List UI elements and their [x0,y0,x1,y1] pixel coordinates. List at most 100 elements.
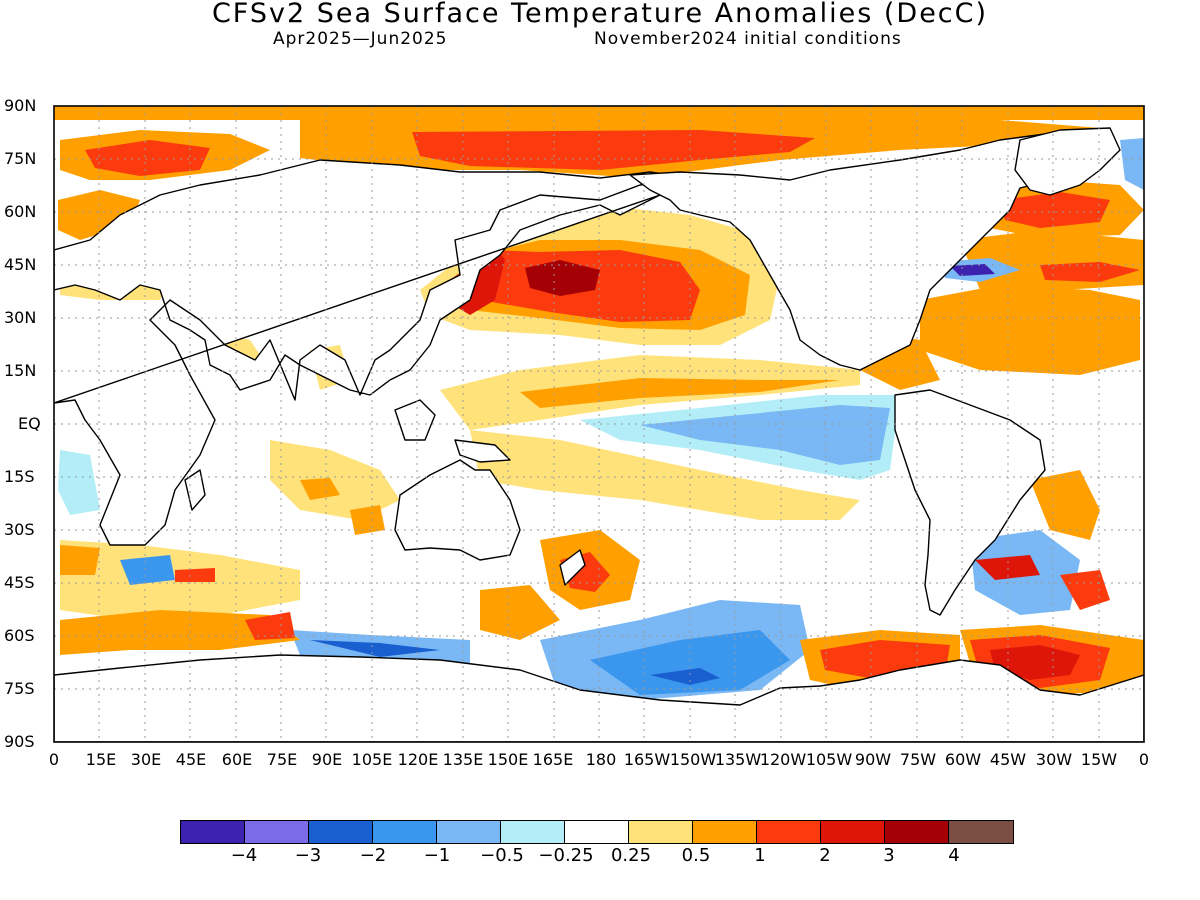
land-masses [54,127,1144,742]
lon-label-30e: 30E [130,750,162,769]
colorbar-label-2: −3 [294,845,322,866]
colorbar-label-8: 0.5 [681,845,711,866]
lon-label-0-east: 0 [1138,750,1150,769]
colorbar-label-1: −4 [230,845,258,866]
colorbar-label-12: 4 [948,845,960,866]
south-pacific-cool [590,630,790,695]
tasman-warm [480,585,560,640]
southwest-indian-warm-2 [60,545,100,575]
tropical-indian-blobs [300,478,340,500]
lon-label-90w: 90W [854,750,892,769]
southern-indian-strong [245,612,295,640]
lat-label-45n: 45N [4,255,37,274]
colorbar-label-3: −2 [359,845,387,866]
map-frame [53,105,1145,743]
falklands-strong [975,555,1040,580]
land-new-zealand [559,549,586,586]
anomaly-fields [54,106,1144,700]
arctic-strong-anomaly [412,130,815,170]
lon-label-180: 180 [585,750,617,769]
lon-label-165e: 165E [532,750,574,769]
land-africa-eurasia [54,159,701,546]
colorbar-box-12 [885,821,949,843]
lon-label-45e: 45E [175,750,207,769]
lat-label-30s: 30S [4,520,35,539]
lon-label-60e: 60E [221,750,253,769]
lon-label-135w: 135W [714,750,762,769]
lon-label-75e: 75E [266,750,298,769]
graticule [54,106,1144,742]
lon-label-105w: 105W [805,750,853,769]
colorbar-box-5 [437,821,501,843]
weddell-core [990,645,1080,680]
lon-label-15e: 15E [85,750,117,769]
lat-label-60s: 60S [4,626,35,645]
land-north-america [629,131,1101,371]
colorbar-label-9: 1 [754,845,766,866]
colorbar-box-13 [949,821,1013,843]
lon-label-30w: 30W [1035,750,1073,769]
initial-conditions: November2024 initial conditions [594,29,902,49]
colorbar-label-5: −0.5 [480,845,524,866]
south-pacific-cool-core [650,668,720,685]
colorbar-label-11: 3 [883,845,895,866]
barents-strong-anomaly [85,140,210,176]
lon-label-90e: 90E [311,750,343,769]
tropical-pacific-band [520,378,840,408]
colorbar-box-7 [565,821,629,843]
lon-label-105e: 105E [351,750,393,769]
land-borneo [394,399,436,441]
lon-label-45w: 45W [989,750,1027,769]
southern-indian-cool-core [310,640,440,657]
equatorial-cool-tongue [640,405,890,465]
land-antarctica [54,654,1144,742]
colorbar-box-1 [181,821,245,843]
north-atlantic-warm [920,285,1140,375]
colorbar-label-7: 0.25 [610,845,652,866]
north-pacific-core [525,260,600,296]
southwest-indian-cool [120,555,175,585]
lon-label-150w: 150W [669,750,717,769]
south-atlantic-strong [1060,570,1110,610]
lon-label-150e: 150E [487,750,529,769]
land-south-america [894,389,1046,616]
lat-label-75s: 75S [4,679,35,698]
lon-label-135e: 135E [442,750,484,769]
colorbar-box-6 [501,821,565,843]
lat-label-eq: EQ [18,414,41,433]
colorbar [180,820,1014,844]
south-atlantic-warm [1030,470,1100,540]
south-pacific-warm [470,430,860,520]
forecast-period: Apr2025—Jun2025 [273,29,448,49]
land-australia [394,459,521,561]
colorbar-box-9 [693,821,757,843]
lat-label-60n: 60N [4,202,37,221]
lon-label-165w: 165W [623,750,671,769]
labrador-strong [1000,192,1110,228]
land-new-guinea [454,439,511,463]
southern-indian-warm [60,610,300,655]
tropical-indian-blobs-2 [350,505,385,535]
colorbar-box-10 [757,821,821,843]
land-madagascar [184,469,206,511]
lat-label-75n: 75N [4,149,37,168]
colorbar-box-2 [245,821,309,843]
chart-title: CFSv2 Sea Surface Temperature Anomalies … [211,0,989,29]
lon-label-0: 0 [48,750,60,769]
colorbar-box-3 [309,821,373,843]
lon-label-120w: 120W [759,750,807,769]
colorbar-box-4 [373,821,437,843]
lat-label-45s: 45S [4,573,35,592]
gulf-stream-cool-core [950,264,995,276]
greenland-cool [1120,138,1144,190]
colorbar-label-6: −0.25 [538,845,594,866]
lat-label-15s: 15S [4,467,35,486]
colorbar-label-4: −1 [423,845,451,866]
west-indian-cool [58,450,100,515]
colorbar-box-11 [821,821,885,843]
lat-label-15n: 15N [4,361,37,380]
lon-label-60w: 60W [944,750,982,769]
southwest-indian-strong [175,568,215,582]
land-greenland [1014,127,1121,196]
lon-label-15w: 15W [1080,750,1118,769]
